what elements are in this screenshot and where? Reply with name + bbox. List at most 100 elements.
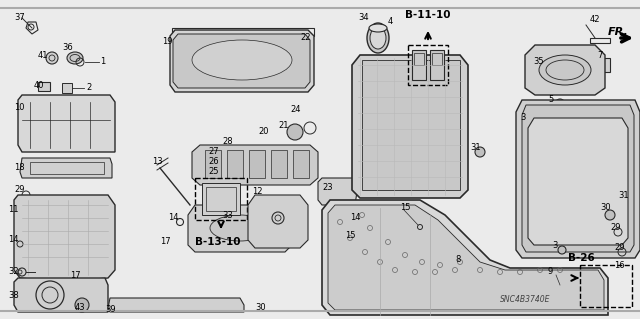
Text: 29: 29: [614, 243, 625, 253]
Ellipse shape: [192, 40, 292, 80]
Text: 30: 30: [600, 204, 611, 212]
Ellipse shape: [67, 52, 83, 64]
Text: 28: 28: [222, 137, 232, 146]
Bar: [408, 45, 448, 85]
Text: 21: 21: [278, 121, 289, 130]
Ellipse shape: [210, 215, 270, 241]
Polygon shape: [20, 158, 112, 178]
Ellipse shape: [539, 55, 591, 85]
Bar: [249, 150, 265, 178]
Bar: [172, 28, 314, 36]
Text: 12: 12: [252, 188, 262, 197]
Bar: [412, 50, 426, 80]
Text: 37: 37: [14, 13, 25, 23]
Text: 7: 7: [597, 50, 602, 60]
Text: 18: 18: [14, 164, 24, 173]
Polygon shape: [352, 55, 468, 198]
Text: 42: 42: [590, 16, 600, 25]
Ellipse shape: [370, 27, 386, 49]
Bar: [590, 38, 610, 43]
Polygon shape: [525, 45, 605, 95]
Text: 26: 26: [208, 158, 219, 167]
Text: 13: 13: [152, 158, 163, 167]
Text: 19: 19: [162, 38, 173, 47]
Text: B-13-10: B-13-10: [195, 237, 241, 247]
Circle shape: [558, 246, 566, 254]
Text: 3: 3: [520, 114, 525, 122]
Polygon shape: [516, 100, 640, 258]
Text: 17: 17: [160, 238, 171, 247]
Bar: [414, 53, 424, 65]
Polygon shape: [248, 195, 308, 248]
Text: 24: 24: [290, 106, 301, 115]
Text: 23: 23: [322, 183, 333, 192]
Polygon shape: [192, 145, 318, 185]
Text: 29: 29: [610, 224, 621, 233]
Bar: [38, 82, 50, 91]
Polygon shape: [14, 278, 108, 312]
Text: 31: 31: [470, 144, 481, 152]
Text: 34: 34: [358, 13, 369, 23]
Bar: [432, 53, 442, 65]
Bar: [205, 150, 221, 178]
Ellipse shape: [369, 24, 387, 32]
Text: SNC4B3740E: SNC4B3740E: [500, 295, 550, 305]
Text: 15: 15: [345, 231, 355, 240]
Circle shape: [75, 298, 89, 312]
Polygon shape: [14, 195, 115, 282]
Bar: [227, 150, 243, 178]
Text: B-11-10: B-11-10: [405, 10, 451, 20]
Bar: [430, 50, 444, 80]
Bar: [362, 60, 460, 190]
Bar: [206, 187, 236, 211]
Text: 10: 10: [14, 103, 24, 113]
Bar: [62, 83, 72, 93]
Polygon shape: [108, 298, 244, 312]
Bar: [195, 178, 247, 220]
Circle shape: [475, 147, 485, 157]
Text: 31: 31: [618, 190, 628, 199]
Text: 35: 35: [533, 57, 543, 66]
Text: 33: 33: [222, 211, 233, 219]
Text: 4: 4: [388, 18, 393, 26]
Polygon shape: [322, 200, 608, 315]
Text: 20: 20: [258, 128, 269, 137]
Text: 5: 5: [548, 95, 553, 105]
Circle shape: [526, 118, 534, 126]
Circle shape: [46, 52, 58, 64]
Text: 14: 14: [168, 213, 179, 222]
Text: 14: 14: [350, 213, 360, 222]
Text: 16: 16: [614, 261, 625, 270]
Text: 30: 30: [255, 303, 266, 313]
Circle shape: [555, 99, 565, 109]
Text: FR.: FR.: [608, 27, 628, 37]
Bar: [202, 183, 240, 215]
Text: 29: 29: [14, 186, 24, 195]
Polygon shape: [170, 30, 314, 92]
Text: 14: 14: [8, 235, 19, 244]
Polygon shape: [173, 34, 310, 88]
Text: 38: 38: [8, 291, 19, 300]
Polygon shape: [188, 205, 292, 252]
Text: 17: 17: [70, 271, 81, 279]
Polygon shape: [328, 205, 604, 310]
Text: 32: 32: [8, 268, 19, 277]
Text: 36: 36: [62, 43, 73, 53]
Text: 2: 2: [86, 84, 92, 93]
Polygon shape: [522, 105, 634, 252]
Text: 41: 41: [38, 50, 49, 60]
Circle shape: [605, 210, 615, 220]
Bar: [271, 150, 287, 178]
Text: 1: 1: [100, 57, 105, 66]
Text: 25: 25: [208, 167, 218, 176]
Text: 22: 22: [300, 33, 310, 42]
Polygon shape: [528, 118, 628, 245]
Text: 40: 40: [34, 80, 45, 90]
Text: B-26: B-26: [568, 253, 595, 263]
Text: 9: 9: [548, 268, 553, 277]
Polygon shape: [318, 178, 358, 205]
Text: 8: 8: [455, 256, 460, 264]
Circle shape: [287, 124, 303, 140]
Text: 27: 27: [208, 147, 219, 157]
Polygon shape: [18, 95, 115, 152]
